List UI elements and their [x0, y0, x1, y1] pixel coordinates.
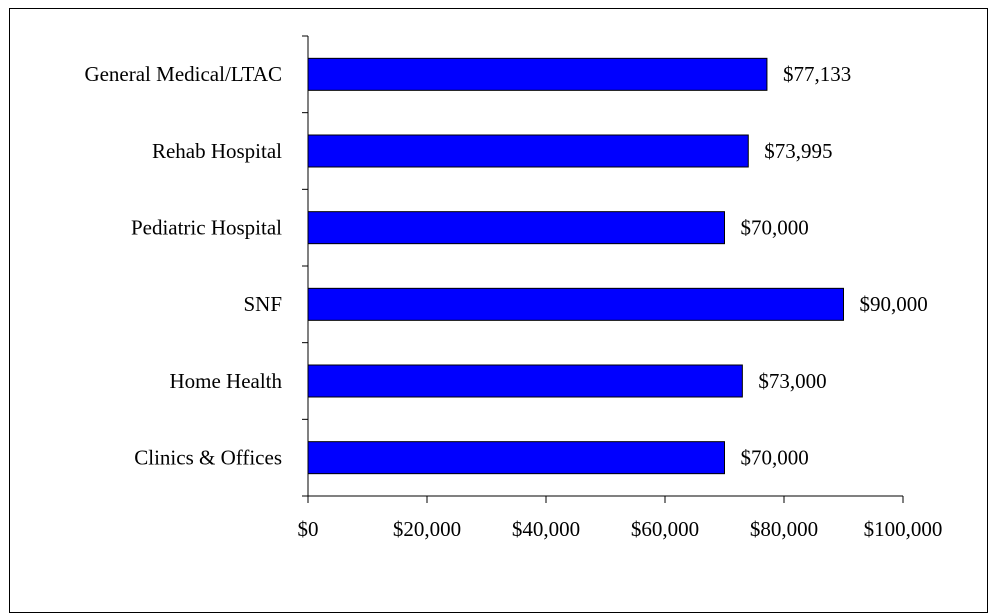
x-tick-label: $20,000: [393, 517, 461, 541]
bar: [307, 364, 743, 398]
y-tick-label: Clinics & Offices: [134, 445, 282, 469]
bar: [307, 441, 725, 475]
value-label: $70,000: [741, 215, 809, 239]
y-tick-label: Rehab Hospital: [152, 139, 282, 163]
y-tick-label: SNF: [243, 292, 282, 316]
value-label: $70,000: [741, 445, 809, 469]
x-tick-label: $100,000: [864, 517, 943, 541]
x-tick-label: $60,000: [631, 517, 699, 541]
y-tick-label: General Medical/LTAC: [84, 62, 282, 86]
value-label: $73,000: [758, 369, 826, 393]
value-label: $73,995: [764, 139, 832, 163]
value-label: $90,000: [860, 292, 928, 316]
bar: [307, 211, 725, 245]
x-tick-label: $40,000: [512, 517, 580, 541]
value-label: $77,133: [783, 62, 851, 86]
bar: [307, 287, 844, 321]
y-tick-label: Pediatric Hospital: [131, 215, 282, 239]
x-tick-label: $0: [298, 517, 319, 541]
x-tick-label: $80,000: [750, 517, 818, 541]
bar: [307, 134, 749, 168]
y-tick-label: Home Health: [169, 369, 282, 393]
bar: [307, 57, 768, 91]
